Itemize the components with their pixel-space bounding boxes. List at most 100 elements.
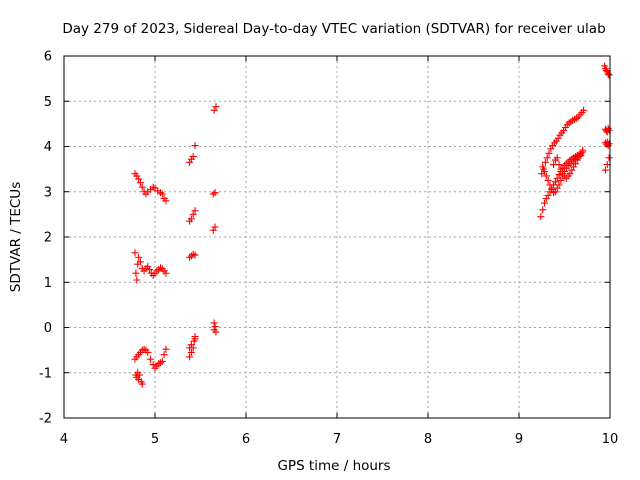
data-point — [605, 140, 613, 148]
y-tick-label: 1 — [44, 276, 52, 291]
data-point — [191, 207, 199, 215]
data-point — [144, 348, 152, 356]
data-point — [568, 166, 576, 174]
data-point — [602, 66, 610, 74]
series-clusters-5.4-5.7 — [186, 103, 220, 361]
data-point — [573, 156, 581, 164]
series-middle-early — [131, 249, 170, 284]
y-tick-label: 6 — [44, 50, 52, 65]
data-point — [210, 319, 218, 327]
data-point — [543, 154, 551, 162]
data-point — [146, 266, 154, 274]
data-point — [146, 355, 154, 363]
data-point — [189, 152, 197, 160]
data-point — [133, 276, 141, 284]
x-tick-label: 6 — [242, 432, 250, 447]
data-point — [547, 145, 555, 153]
data-point — [191, 142, 199, 150]
data-point — [539, 163, 547, 171]
data-point — [605, 154, 613, 162]
data-point — [546, 181, 554, 189]
data-point — [557, 176, 565, 184]
data-point — [191, 333, 199, 341]
data-point — [189, 250, 197, 258]
data-point — [187, 215, 195, 223]
x-tick-label: 7 — [333, 432, 341, 447]
data-point — [158, 190, 166, 198]
y-axis-label: SDTVAR / TECUs — [8, 182, 24, 292]
grid — [64, 56, 610, 418]
data-point — [211, 189, 219, 197]
data-point — [553, 174, 561, 182]
data-point — [162, 197, 170, 205]
data-point — [186, 158, 194, 166]
plot-frame — [63, 55, 611, 419]
series-lower-early — [131, 345, 170, 388]
data-point — [187, 348, 195, 356]
data-point — [211, 223, 219, 231]
data-point — [553, 184, 561, 192]
data-point — [605, 71, 613, 79]
axis-ticks: 4 5 6 7 8 9 10 -2 -1 0 1 2 3 4 5 6 — [39, 50, 618, 448]
data-point — [136, 371, 144, 379]
x-tick-label: 8 — [424, 432, 432, 447]
x-tick-label: 9 — [515, 432, 523, 447]
data-point — [555, 171, 563, 179]
data-point — [186, 353, 194, 361]
data-point — [132, 269, 140, 277]
data-point — [605, 126, 613, 134]
series-late-edge — [601, 62, 613, 174]
y-tick-label: 0 — [44, 321, 52, 336]
chart-title: Day 279 of 2023, Sidereal Day-to-day VTE… — [62, 21, 605, 37]
series-upper-early — [131, 170, 170, 205]
data-point — [540, 199, 548, 207]
data-point — [579, 146, 587, 154]
x-tick-label: 5 — [151, 432, 159, 447]
y-tick-label: 5 — [44, 95, 52, 110]
y-tick-label: -2 — [39, 412, 52, 427]
data-point — [551, 188, 559, 196]
data-point — [557, 165, 565, 173]
data-point — [155, 266, 163, 274]
series-late-band-a — [538, 106, 588, 178]
data-point — [545, 149, 553, 157]
data-point — [160, 351, 168, 359]
y-tick-label: -1 — [39, 366, 52, 381]
data-point — [555, 181, 563, 189]
data-point — [191, 251, 199, 259]
data-point — [551, 178, 559, 186]
data-point — [539, 206, 547, 214]
data-point — [209, 226, 217, 234]
x-tick-label: 4 — [60, 432, 68, 447]
data-point — [580, 106, 588, 114]
series-late-band-d — [550, 146, 587, 182]
data-point — [544, 191, 552, 199]
data-point — [162, 345, 170, 353]
data-point — [136, 258, 144, 266]
data-point — [138, 380, 146, 388]
data-point — [555, 161, 563, 169]
data-point — [601, 166, 609, 174]
data-point — [537, 213, 545, 221]
x-tick-label: 10 — [602, 432, 619, 447]
data-point — [187, 341, 195, 349]
data-point — [190, 337, 198, 345]
data-point — [210, 106, 218, 114]
data-point — [542, 172, 550, 180]
data-point — [540, 167, 548, 175]
data-point — [156, 359, 164, 367]
data-point — [189, 210, 197, 218]
data-point — [149, 361, 157, 369]
data-point — [570, 163, 578, 171]
data-point — [571, 160, 579, 168]
data-point — [553, 154, 561, 162]
data-point — [544, 176, 552, 184]
y-tick-label: 3 — [44, 185, 52, 200]
data-point — [212, 103, 220, 111]
data-point — [211, 323, 219, 331]
data-point — [604, 70, 612, 78]
data-point — [156, 264, 164, 272]
data-point — [212, 328, 220, 336]
y-tick-label: 4 — [44, 140, 52, 155]
